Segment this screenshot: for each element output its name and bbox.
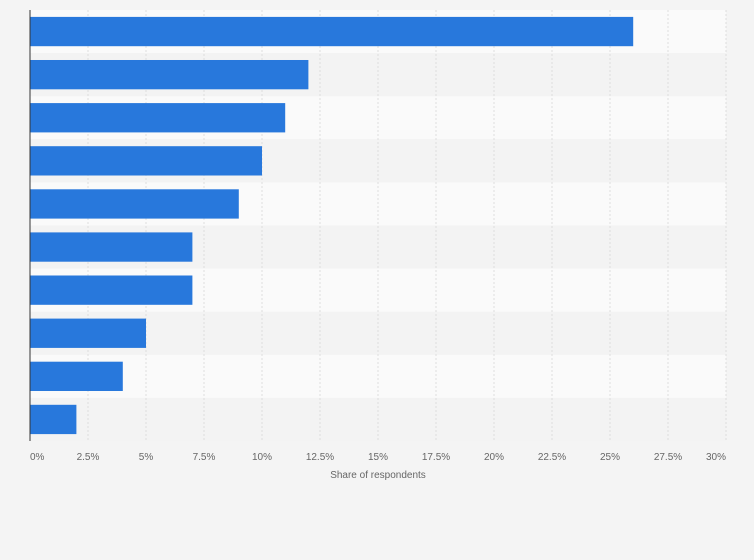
x-axis-title: Share of respondents xyxy=(330,470,426,481)
x-tick-label: 7.5% xyxy=(193,452,216,463)
bar xyxy=(30,189,239,219)
bar xyxy=(30,103,286,133)
bar xyxy=(30,318,146,348)
x-tick-label: 0% xyxy=(30,452,45,463)
x-axis-tick-labels: 0% 2.5% 5% 7.5% 10% 12.5% 15% 17.5% 20% 22.5% 25% 2… xyxy=(30,452,726,463)
bar xyxy=(30,275,193,305)
x-tick-label: 2.5% xyxy=(77,452,100,463)
x-tick-label: 27.5% xyxy=(654,452,682,463)
x-tick-label: 5% xyxy=(139,452,154,463)
bar xyxy=(30,232,193,262)
x-tick-label: 30% xyxy=(706,452,726,463)
bar xyxy=(30,146,262,176)
x-tick-label: 12.5% xyxy=(306,452,334,463)
bar xyxy=(30,59,309,90)
x-tick-label: 25% xyxy=(600,452,620,463)
x-tick-label: 20% xyxy=(484,452,504,463)
bar xyxy=(30,16,634,47)
bars xyxy=(30,16,634,435)
x-tick-label: 22.5% xyxy=(538,452,566,463)
bar xyxy=(30,361,123,392)
x-tick-label: 15% xyxy=(368,452,388,463)
x-tick-label: 10% xyxy=(252,452,272,463)
x-tick-label: 17.5% xyxy=(422,452,450,463)
bar xyxy=(30,404,77,435)
